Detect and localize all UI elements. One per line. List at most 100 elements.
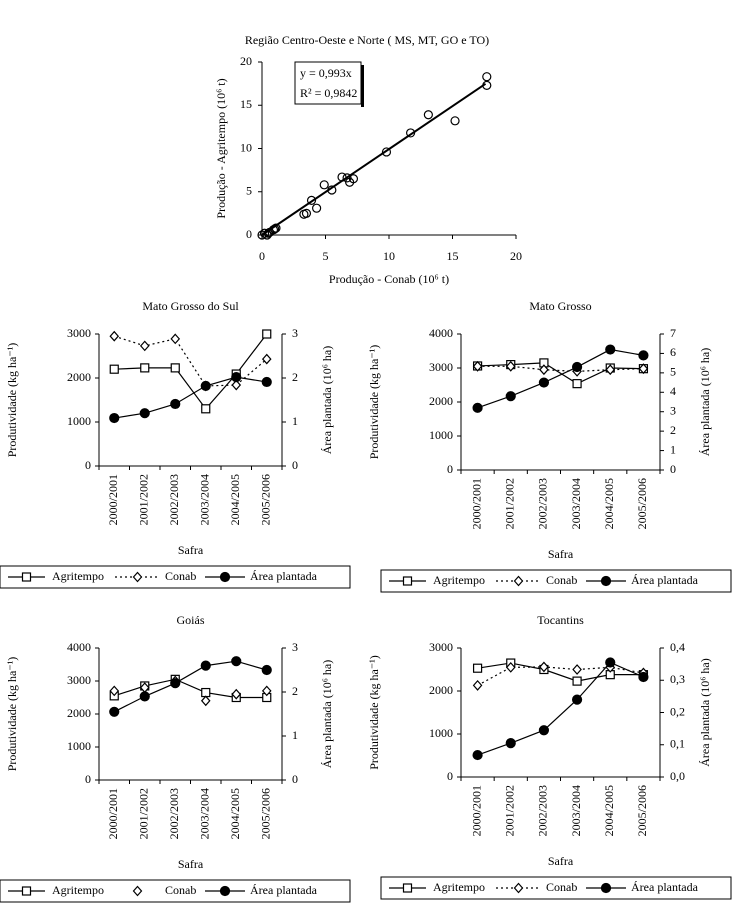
legend-marker (21, 572, 32, 582)
data-point (638, 363, 649, 375)
x-tick-label: 2004/2005 (602, 785, 616, 836)
x-tick-label: 2005/2006 (635, 785, 649, 836)
x-tick-label: 2000/2001 (469, 785, 483, 836)
data-point (572, 676, 582, 686)
data-point (505, 738, 516, 749)
data-point (605, 364, 616, 376)
data-point (539, 364, 549, 376)
data-point (170, 678, 181, 689)
legend-box (0, 879, 351, 903)
series-line (113, 660, 267, 713)
data-point (472, 663, 483, 673)
y-tick-label: 2000 (67, 706, 91, 720)
data-point (505, 391, 516, 402)
scatter-point (268, 225, 279, 235)
y2-tick-label: 1 (292, 728, 298, 742)
x-axis-label: Safra (178, 543, 204, 557)
data-point (472, 360, 483, 372)
x-axis-label: Safra (548, 854, 574, 868)
data-point (200, 660, 211, 671)
y2-tick-label: 3 (292, 326, 298, 340)
y-tick-label: 4000 (67, 640, 91, 654)
legend-label: Agritempo (433, 880, 485, 894)
x-tick-label: 2004/2005 (602, 478, 616, 529)
y-tick-label: 3000 (429, 640, 453, 654)
chart-title: Tocantins (537, 613, 584, 627)
data-point (261, 664, 272, 676)
data-point (538, 377, 550, 388)
legend-marker (600, 882, 612, 894)
series-line (114, 333, 268, 410)
x-tick-label: 2004/2005 (228, 788, 242, 839)
data-point (472, 680, 483, 691)
y-tick-label: 3000 (429, 360, 453, 374)
y-tick-label: 10 (240, 140, 252, 154)
data-point (571, 361, 583, 373)
data-point (572, 664, 582, 675)
y-axis-label: Produtividade (kg ha⁻¹) (5, 657, 19, 772)
x-axis-label: Produção - Conab (10⁶ t) (329, 272, 449, 286)
data-point (571, 694, 583, 705)
x-tick-label: 2003/2004 (569, 478, 583, 529)
data-point (201, 404, 211, 414)
annotation: y = 0,993x (300, 66, 352, 80)
y-axis-label: Produtividade (kg ha⁻¹) (367, 345, 381, 460)
data-point (140, 363, 150, 373)
legend-label: Área plantada (631, 880, 699, 894)
legend-marker (219, 571, 231, 583)
x-tick-label: 2003/2004 (198, 474, 212, 525)
data-point (170, 333, 181, 345)
y2-tick-label: 5 (670, 365, 676, 379)
x-tick-label: 2000/2001 (469, 478, 483, 529)
y2-tick-label: 0 (292, 772, 298, 786)
data-point (201, 687, 211, 698)
scatter-point (301, 208, 312, 218)
legend-label: Área plantada (631, 573, 699, 587)
scatter-point (423, 110, 433, 120)
y2-tick-label: 2 (292, 684, 298, 698)
y-tick-label: 0 (246, 227, 252, 241)
scatter-point (405, 128, 416, 138)
y-tick-label: 2000 (429, 683, 453, 697)
y-tick-label: 1000 (67, 414, 91, 428)
x-tick-label: 2002/2003 (536, 478, 550, 529)
data-point (170, 363, 180, 373)
x-tick-label: 2005/2006 (259, 788, 273, 839)
y2-tick-label: 0,1 (670, 737, 685, 751)
data-point (638, 350, 649, 361)
y-tick-label: 3000 (67, 326, 91, 340)
data-point (605, 657, 616, 668)
legend-marker (600, 575, 612, 587)
y2-tick-label: 4 (670, 384, 676, 398)
legend-marker (132, 571, 143, 583)
y-axis-label: Produtividade (kg ha⁻¹) (5, 343, 19, 458)
scatter-point (482, 72, 492, 82)
data-point (262, 329, 272, 339)
legend-label: Conab (546, 880, 577, 894)
legend-label: Agritempo (52, 569, 104, 583)
x-tick-label: 2002/2003 (167, 788, 181, 839)
x-tick-label: 10 (383, 249, 395, 263)
series-line (477, 662, 644, 682)
data-point (170, 398, 181, 410)
data-point (505, 360, 516, 372)
y2-tick-label: 1 (292, 414, 298, 428)
x-tick-label: 2003/2004 (569, 785, 583, 836)
data-point (139, 340, 150, 352)
legend-label: Conab (165, 569, 196, 583)
scatter-point (270, 224, 280, 234)
y-tick-label: 4000 (429, 326, 453, 340)
y-tick-label: 0 (447, 462, 453, 476)
data-point (109, 412, 120, 424)
y-tick-label: 3000 (67, 673, 91, 687)
y-tick-label: 0 (447, 769, 453, 783)
y2-tick-label: 0,2 (670, 704, 685, 718)
x-tick-label: 2004/2005 (228, 474, 242, 525)
data-point (231, 688, 242, 700)
y2-tick-label: 6 (670, 345, 676, 359)
y-tick-label: 1000 (67, 739, 91, 753)
data-point (231, 379, 242, 391)
series-line (477, 666, 644, 686)
y2-axis-label: Área plantada (10⁶ ha) (320, 660, 334, 768)
scatter-point (319, 180, 329, 190)
